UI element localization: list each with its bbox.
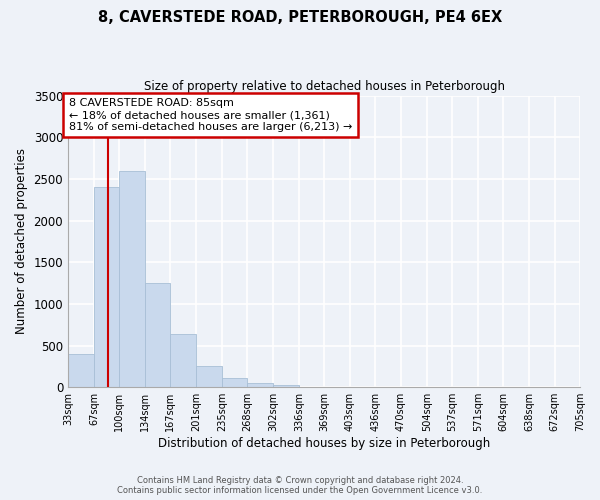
Text: Contains HM Land Registry data © Crown copyright and database right 2024.
Contai: Contains HM Land Registry data © Crown c… [118, 476, 482, 495]
Title: Size of property relative to detached houses in Peterborough: Size of property relative to detached ho… [143, 80, 505, 93]
Bar [119, 170, 145, 387]
Text: 8 CAVERSTEDE ROAD: 85sqm
← 18% of detached houses are smaller (1,361)
81% of sem: 8 CAVERSTEDE ROAD: 85sqm ← 18% of detach… [69, 98, 352, 132]
Bar [170, 334, 196, 387]
Text: 8, CAVERSTEDE ROAD, PETERBOROUGH, PE4 6EX: 8, CAVERSTEDE ROAD, PETERBOROUGH, PE4 6E… [98, 10, 502, 25]
Bar [145, 283, 170, 387]
Bar [68, 354, 94, 387]
X-axis label: Distribution of detached houses by size in Peterborough: Distribution of detached houses by size … [158, 437, 490, 450]
Bar [247, 382, 273, 387]
Y-axis label: Number of detached properties: Number of detached properties [15, 148, 28, 334]
Bar [94, 187, 119, 387]
Bar [196, 366, 222, 387]
Bar [222, 378, 247, 387]
Bar [273, 384, 299, 387]
